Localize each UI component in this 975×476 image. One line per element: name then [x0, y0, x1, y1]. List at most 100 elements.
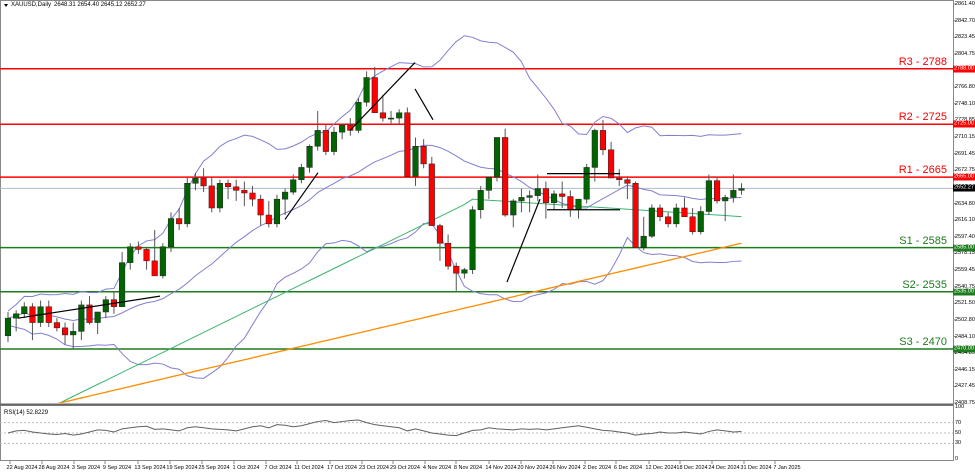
chart-title: XAUUSD,Daily 2648.31 2654.40 2645.12 265…	[4, 2, 146, 8]
candle	[290, 174, 297, 195]
candle	[656, 204, 664, 222]
candle	[493, 137, 501, 182]
candle	[404, 107, 411, 177]
candle	[233, 179, 240, 201]
level-label-r2: R2 - 2725	[898, 111, 947, 124]
rsi-axis-tick: 70	[955, 419, 962, 426]
candle	[306, 144, 313, 173]
candle	[648, 204, 655, 238]
y-axis-tick: 2446.15	[955, 366, 975, 373]
candle	[559, 181, 566, 208]
x-axis-date: 6 Dec 2024	[613, 465, 643, 471]
candle	[705, 174, 712, 216]
candle	[640, 216, 647, 251]
bollinger-lower-line	[7, 223, 742, 379]
candle	[420, 139, 427, 169]
y-axis-tick: 2484.10	[955, 333, 975, 340]
candle	[53, 318, 60, 332]
candle	[575, 198, 582, 219]
candle	[249, 185, 256, 207]
candle	[241, 181, 248, 207]
x-axis-date: 7 Jan 2025	[773, 465, 801, 471]
candle	[485, 176, 492, 200]
candle	[526, 190, 533, 213]
candle	[436, 223, 443, 261]
candle	[624, 176, 631, 200]
candle	[665, 212, 672, 228]
y-axis-tick: 2464.85	[955, 350, 975, 357]
ma50-line	[58, 198, 742, 403]
level-label-s1: S1 - 2585	[899, 234, 947, 247]
y-axis-tick: 2672.75	[955, 167, 975, 174]
y-axis-tick: 2691.45	[955, 150, 975, 157]
candle	[445, 234, 452, 270]
candle	[730, 174, 737, 203]
candle	[167, 212, 175, 253]
candle	[339, 124, 346, 140]
candle	[469, 206, 476, 275]
x-axis-date: 17 Oct 2024	[327, 465, 357, 471]
candle	[21, 302, 28, 319]
x-axis-date: 12 Dec 2024	[645, 465, 677, 471]
level-tag-s2: 2535.00	[953, 288, 975, 296]
candle	[176, 207, 183, 231]
candle	[70, 322, 77, 350]
x-axis-date: 8 Nov 2024	[453, 465, 483, 471]
candle	[282, 188, 289, 216]
candle	[461, 267, 468, 279]
y-axis-tick: 2634.80	[955, 200, 975, 207]
x-axis-date: 18 Dec 2024	[676, 465, 708, 471]
candle	[697, 206, 704, 235]
candle	[379, 95, 386, 122]
candle	[681, 197, 688, 218]
candle	[257, 194, 264, 226]
candle	[583, 163, 590, 204]
level-tag-s3: 2470.00	[953, 345, 975, 353]
candle	[738, 183, 745, 195]
candle	[29, 303, 36, 341]
ohlc-label: 2648.31 2654.40 2645.12 2652.27	[54, 2, 146, 8]
candle	[184, 177, 191, 228]
y-axis-tick: 2842.70	[955, 17, 975, 24]
candle	[363, 71, 370, 107]
candle	[616, 169, 623, 186]
x-axis-date: 24 Dec 2024	[708, 465, 740, 471]
level-label-r1: R1 - 2665	[898, 164, 947, 177]
candle	[453, 262, 460, 291]
rsi-line	[7, 419, 742, 437]
x-axis-date: 26 Nov 2024	[549, 465, 581, 471]
candle	[477, 185, 484, 219]
candle	[216, 179, 223, 213]
x-axis-date: 29 Oct 2024	[390, 465, 420, 471]
y-axis-tick: 2728.85	[955, 117, 975, 123]
x-axis-date: 2 Dec 2024	[582, 465, 612, 471]
x-axis-date: 20 Nov 2024	[517, 465, 549, 471]
y-axis-tick: 2823.45	[955, 34, 975, 41]
level-tag-r3: 2788.00	[953, 65, 975, 73]
x-axis-date: 19 Sep 2024	[166, 465, 198, 471]
candle	[510, 199, 517, 228]
bollinger-middle-line	[7, 144, 742, 322]
candle	[13, 310, 20, 332]
candle	[86, 296, 93, 325]
trendline	[506, 198, 541, 283]
candle	[143, 247, 150, 270]
candle	[428, 156, 435, 226]
current-price-tag: 2652.27	[953, 184, 975, 192]
y-axis-tick: 2710.15	[955, 134, 975, 140]
y-axis-tick: 2804.75	[955, 50, 975, 57]
level-tag-r1: 2665.00	[953, 173, 975, 181]
candle	[192, 172, 199, 191]
y-axis-tick: 2559.45	[955, 267, 975, 273]
candle	[714, 177, 721, 204]
trendline	[17, 295, 161, 319]
candle	[78, 300, 85, 341]
level-label-s3: S3 - 2470	[899, 336, 947, 348]
candle	[608, 141, 615, 179]
y-axis-tick: 2597.40	[955, 233, 975, 240]
triangle-down-icon	[4, 3, 8, 7]
x-axis-date: 23 Oct 2024	[359, 465, 389, 471]
rsi-label: RSI(14) 52.8229	[4, 410, 49, 416]
